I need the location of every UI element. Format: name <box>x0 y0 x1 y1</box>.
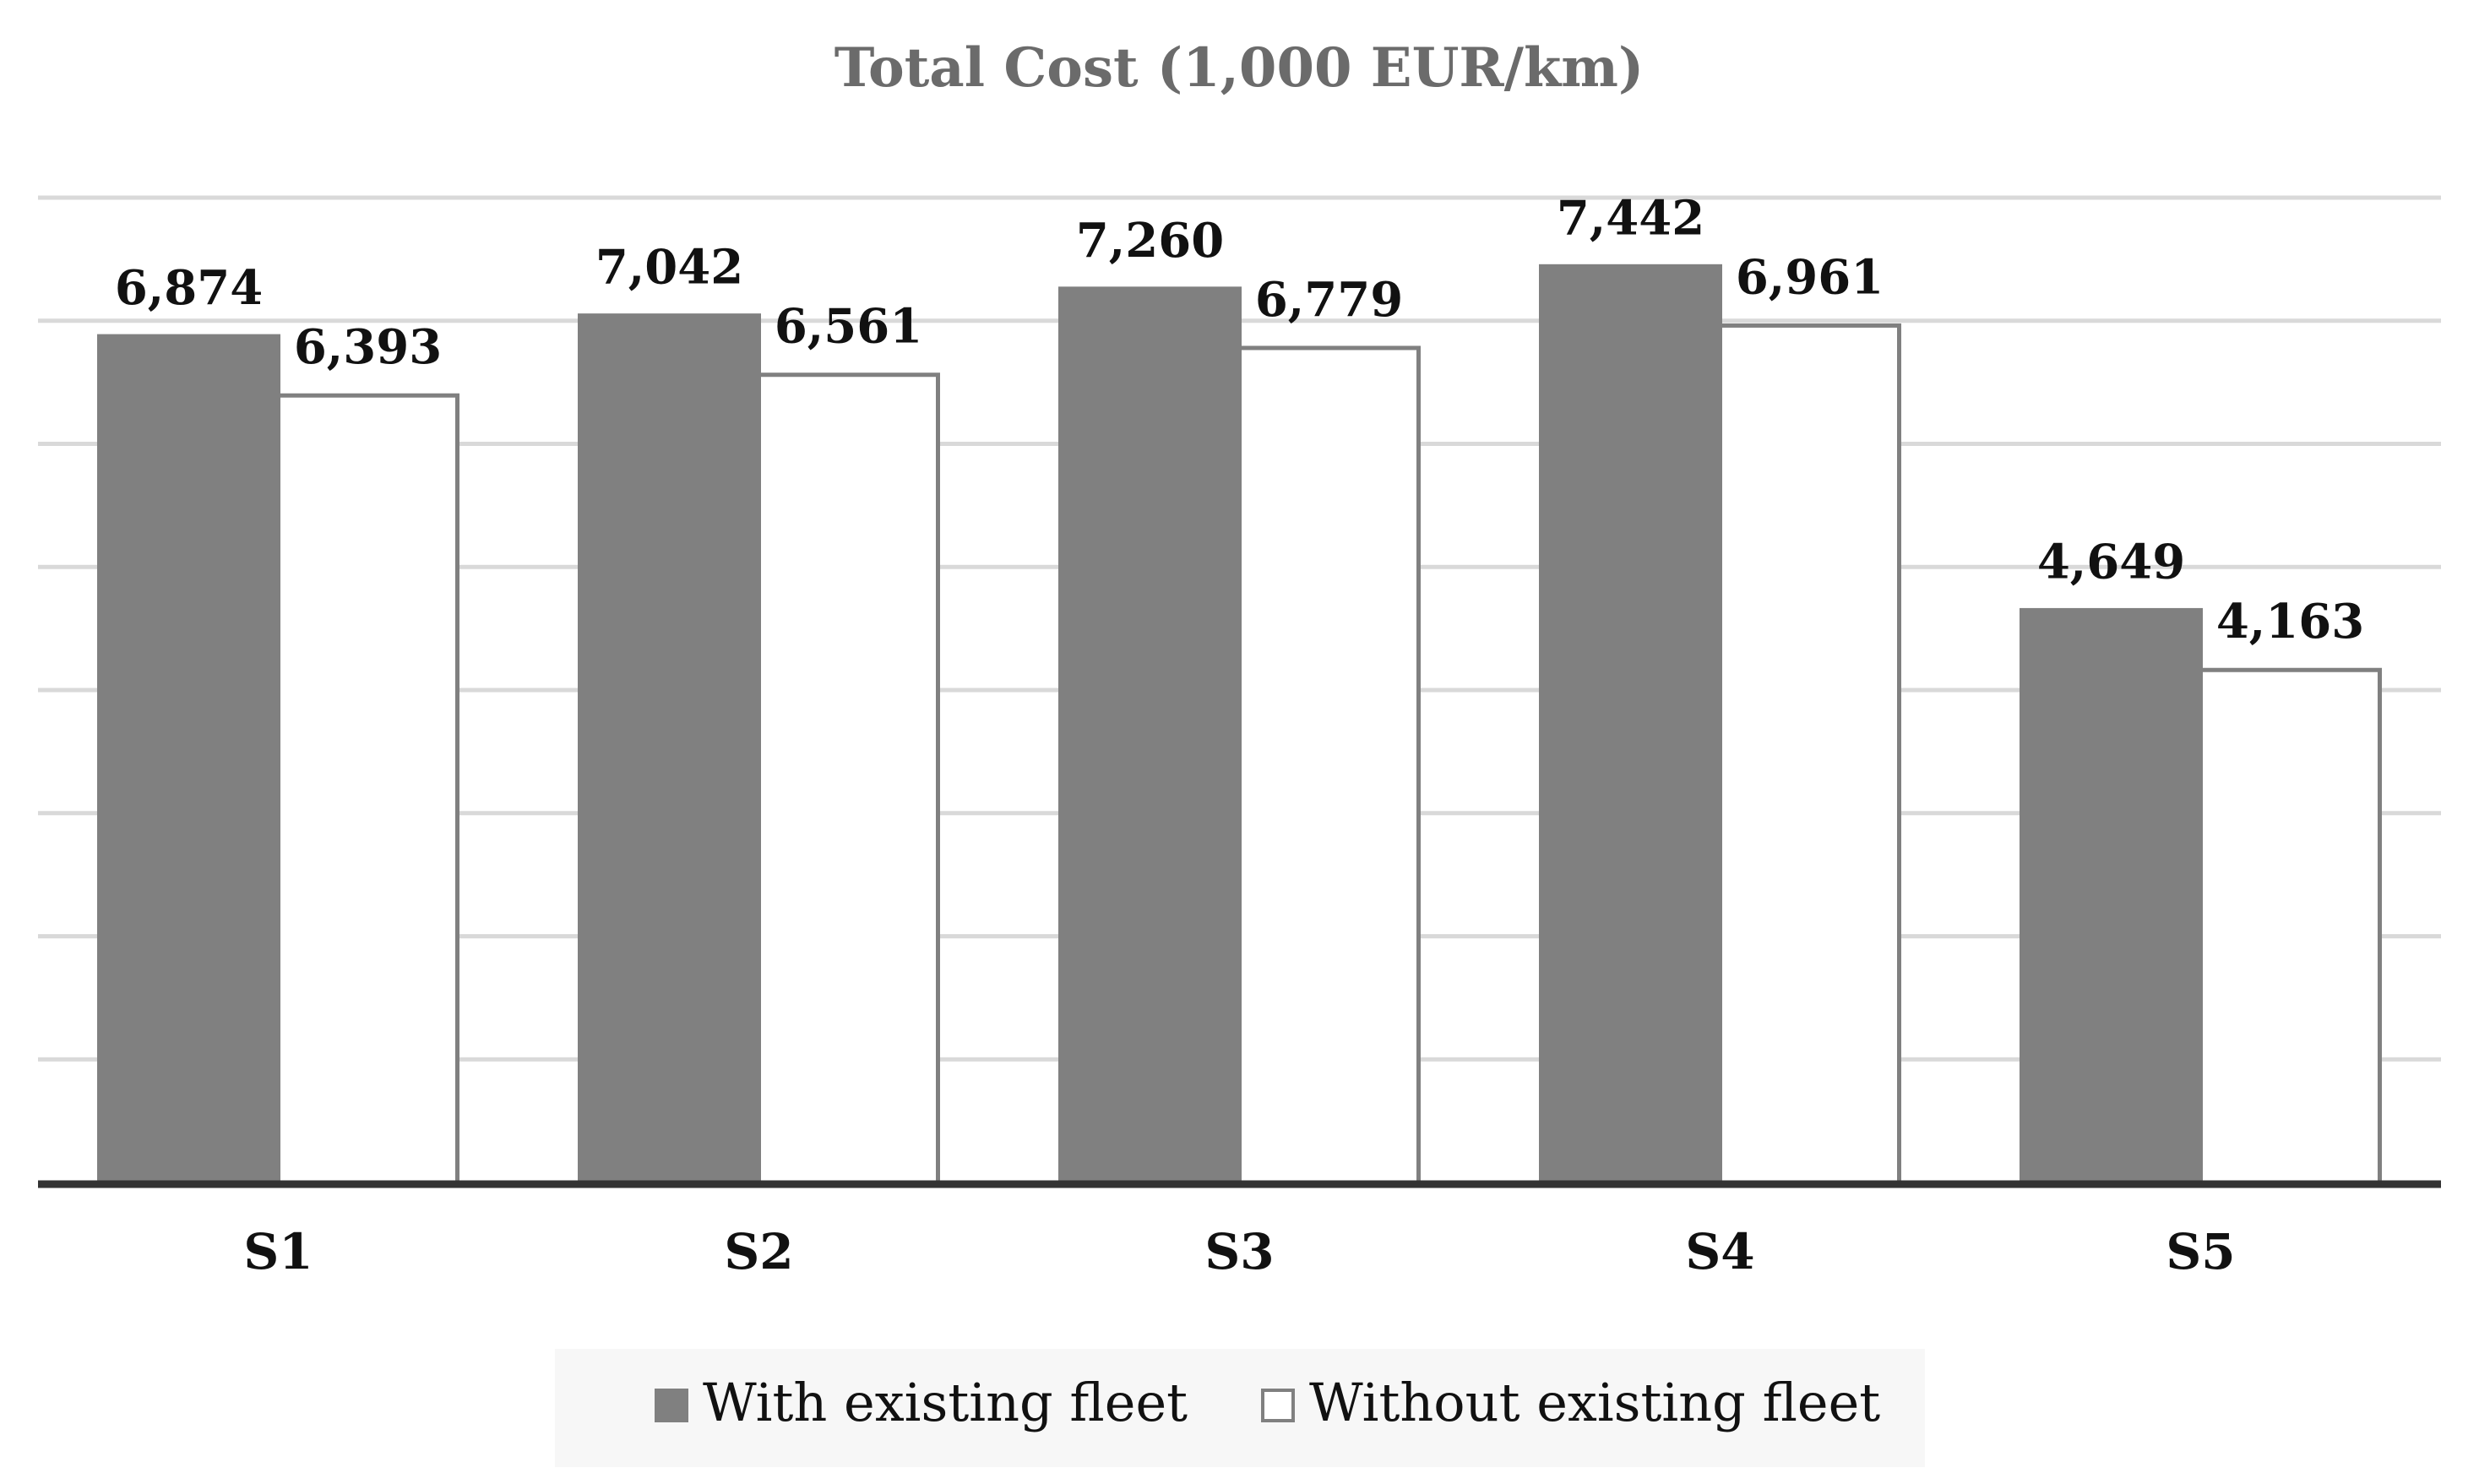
bar-s2-series-2 <box>757 372 940 1185</box>
data-labels: 6,874 6,393 7,042 6,561 7,260 6,779 7,442 6,961… <box>115 190 2364 650</box>
legend-label-without-existing-fleet: Without existing fleet <box>1309 1372 1880 1433</box>
legend-swatch-with-existing-fleet <box>655 1389 688 1422</box>
category-label-s5: S5 <box>2166 1223 2235 1280</box>
bars <box>97 264 2382 1185</box>
category-labels: S1 S2 S3 S4 S5 <box>243 1223 2235 1280</box>
data-label-s4-series-2: 6,961 <box>1736 249 1884 305</box>
bar-s4-series-2 <box>1718 323 1901 1185</box>
category-label-s3: S3 <box>1204 1223 1274 1280</box>
chart-title: Total Cost (1,000 EUR/km) <box>834 36 1645 100</box>
data-label-s3-series-2: 6,779 <box>1255 272 1403 328</box>
category-label-s4: S4 <box>1685 1223 1754 1280</box>
data-label-s1-series-2: 6,393 <box>294 319 442 375</box>
bar-s4-series-1 <box>1539 264 1722 1185</box>
bar-s5-series-2 <box>2199 667 2382 1185</box>
category-label-s2: S2 <box>724 1223 793 1280</box>
data-label-s2-series-1: 7,042 <box>595 240 743 296</box>
data-label-s2-series-2: 6,561 <box>775 299 922 355</box>
bar-s1-series-1 <box>97 334 280 1185</box>
bar-s5-series-1 <box>2020 607 2203 1185</box>
legend-background <box>555 1349 1925 1467</box>
bar-s2-series-1 <box>578 313 761 1185</box>
bar-s3-series-2 <box>1237 345 1421 1185</box>
data-label-s5-series-1: 4,649 <box>2037 534 2185 590</box>
legend-swatch-without-existing-fleet <box>1261 1389 1295 1422</box>
category-label-s1: S1 <box>243 1223 313 1280</box>
legend: With existing fleet Without existing fle… <box>555 1349 1925 1467</box>
data-label-s5-series-2: 4,163 <box>2216 594 2364 650</box>
data-label-s1-series-1: 6,874 <box>115 260 263 316</box>
bar-s3-series-1 <box>1058 286 1242 1185</box>
bar-s1-series-2 <box>276 393 459 1185</box>
data-label-s4-series-1: 7,442 <box>1557 190 1704 246</box>
legend-label-with-existing-fleet: With existing fleet <box>703 1372 1188 1433</box>
data-label-s3-series-1: 7,260 <box>1076 213 1224 269</box>
